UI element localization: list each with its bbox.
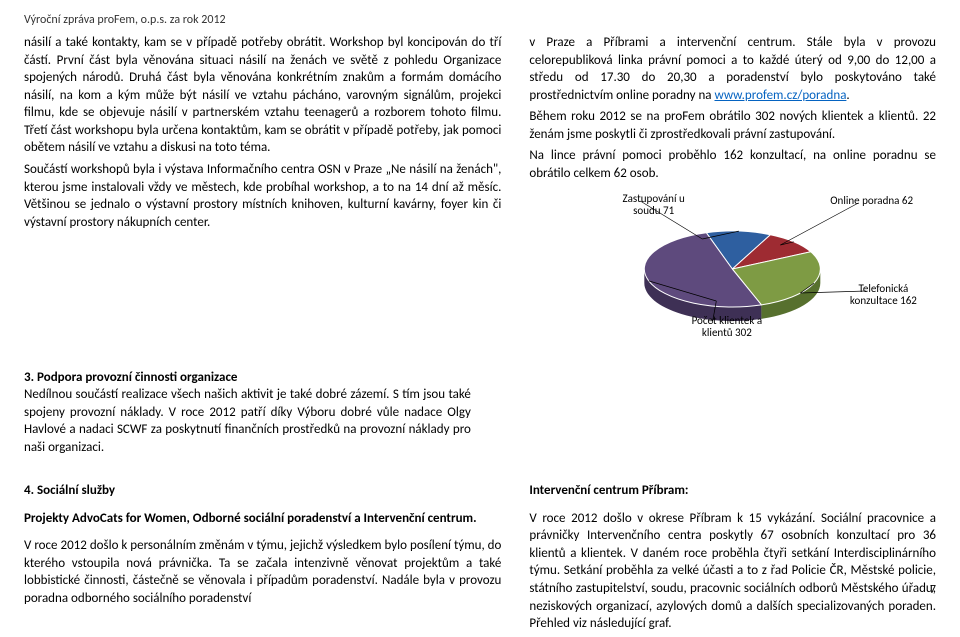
right-p1-post: . (846, 88, 849, 103)
right-text: v Praze a Příbrami a intervenční centrum… (529, 34, 936, 182)
page-number: 7 (930, 582, 936, 598)
section-4-right-title: Intervenční centrum Příbram: (529, 482, 936, 500)
right-paragraph-1: v Praze a Příbrami a intervenční centrum… (529, 34, 936, 104)
section-3-title: 3. Podpora provozní činnosti organizace (24, 369, 471, 387)
section-4: 4. Sociální služby Projekty AdvoCats for… (24, 482, 936, 636)
chart-slice-label: Zastupování u soudu 71 (609, 193, 699, 217)
right-paragraph-2: Během roku 2012 se na proFem obrátilo 30… (529, 108, 936, 143)
section-3-body: Nedílnou součástí realizace všech našich… (24, 386, 471, 456)
section-3: 3. Podpora provozní činnosti organizace … (24, 369, 471, 457)
page-header: Výroční zpráva proFem, o.p.s. za rok 201… (24, 12, 936, 28)
section-4-right-body: V roce 2012 došlo v okrese Příbram k 15 … (529, 510, 936, 633)
section-4-left: 4. Sociální služby Projekty AdvoCats for… (24, 482, 501, 636)
chart-slice-label: Počet klientek a klientů 302 (682, 315, 772, 339)
left-column: násilí a také kontakty, kam se v případě… (24, 34, 501, 346)
chart-slice-label: Online poradna 62 (830, 195, 913, 207)
right-paragraph-3: Na lince právní pomoci proběhlo 162 konz… (529, 147, 936, 182)
section-4-title: 4. Sociální služby (24, 482, 501, 500)
section-4-right: Intervenční centrum Příbram: V roce 2012… (529, 482, 936, 636)
poradna-link[interactable]: www.profem.cz/poradna (714, 88, 846, 103)
section-4-left-sub: Projekty AdvoCats for Women, Odborné soc… (24, 510, 501, 528)
pie-chart: Zastupování u soudu 71 Online poradna 62 T… (529, 187, 936, 347)
right-column: v Praze a Příbrami a intervenční centrum… (529, 34, 936, 346)
section-4-left-body: V roce 2012 došlo k personálním změnám v… (24, 537, 501, 607)
two-column-layout: násilí a také kontakty, kam se v případě… (24, 34, 936, 346)
chart-slice-label: Telefonická konzultace 162 (838, 283, 928, 307)
left-paragraph-2: Součástí workshopů byla i výstava Inform… (24, 161, 501, 231)
left-paragraph-1: násilí a také kontakty, kam se v případě… (24, 34, 501, 157)
